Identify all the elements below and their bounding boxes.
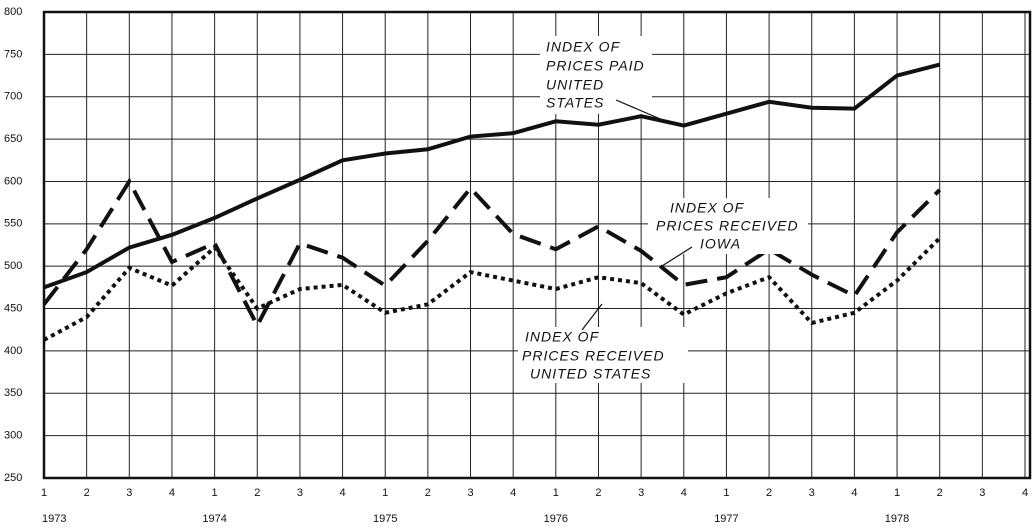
x-tick-label: 1 (723, 487, 729, 499)
annotation-text: INDEX OF (525, 329, 600, 345)
x-tick-label: 2 (84, 487, 90, 499)
year-label: 1978 (885, 513, 909, 525)
x-tick-label: 2 (425, 487, 431, 499)
annotation-text: INDEX OF (546, 39, 621, 55)
y-tick-label: 550 (4, 218, 22, 230)
y-tick-label: 500 (4, 260, 22, 272)
year-label: 1974 (202, 513, 226, 525)
annotation-text: IOWA (700, 236, 741, 252)
line-series (42, 177, 942, 330)
annotation-text: STATES (546, 95, 604, 111)
annotation-bg (648, 198, 808, 254)
line-series (43, 62, 941, 290)
y-tick-label: 450 (4, 302, 22, 314)
line-series (43, 236, 942, 342)
annotation-text: UNITED (546, 77, 604, 93)
annotation-text: PRICES RECEIVED (656, 218, 799, 234)
annotation-2: INDEX OF PRICES RECEIVED IOWA (648, 198, 808, 267)
y-tick-label: 600 (4, 175, 22, 187)
annotation-text: UNITED STATES (530, 366, 651, 382)
annotation-1: INDEX OF PRICES PAID UNITED STATES (540, 36, 673, 125)
y-tick-label: 700 (4, 91, 22, 103)
leader-line (661, 246, 693, 267)
leader-line (581, 303, 603, 331)
annotation-text: INDEX OF (670, 200, 745, 216)
x-tick-label: 3 (979, 487, 985, 499)
x-tick-label: 2 (766, 487, 772, 499)
x-tick-label: 4 (510, 487, 516, 499)
x-tick-label: 4 (340, 487, 346, 499)
annotation-text: PRICES RECEIVED (522, 348, 665, 364)
x-tick-label: 4 (169, 487, 175, 499)
plot-border (42, 10, 1032, 480)
y-tick-label: 300 (4, 430, 22, 442)
x-tick-label: 1 (553, 487, 559, 499)
year-label: 1973 (42, 513, 66, 525)
y-tick-label: 800 (4, 6, 22, 18)
y-tick-label: 250 (4, 472, 22, 484)
y-tick-label: 400 (4, 345, 22, 357)
x-tick-label: 2 (937, 487, 943, 499)
x-tick-label: 2 (595, 487, 601, 499)
annotation-bg (518, 327, 688, 383)
y-tick-label: 750 (4, 48, 22, 60)
annotation-text: PRICES PAID (546, 58, 645, 74)
y-tick-label: 350 (4, 387, 22, 399)
annotation-3: INDEX OF PRICES RECEIVED UNITED STATES (518, 303, 688, 383)
x-tick-label: 4 (1022, 487, 1028, 499)
x-tick-label: 3 (126, 487, 132, 499)
leader-line (615, 99, 673, 125)
x-tick-label: 4 (851, 487, 857, 499)
x-tick-label: 1 (41, 487, 47, 499)
y-tick-label: 650 (4, 133, 22, 145)
x-tick-label: 3 (297, 487, 303, 499)
x-tick-label: 1 (894, 487, 900, 499)
year-label: 1977 (714, 513, 738, 525)
x-tick-label: 2 (254, 487, 260, 499)
year-label: 1975 (373, 513, 397, 525)
x-tick-label: 3 (467, 487, 473, 499)
x-tick-label: 3 (638, 487, 644, 499)
x-tick-label: 1 (382, 487, 388, 499)
year-label: 1976 (544, 513, 568, 525)
annotation-bg (540, 36, 652, 114)
x-tick-label: 1 (212, 487, 218, 499)
x-tick-label: 3 (809, 487, 815, 499)
x-tick-label: 4 (681, 487, 687, 499)
